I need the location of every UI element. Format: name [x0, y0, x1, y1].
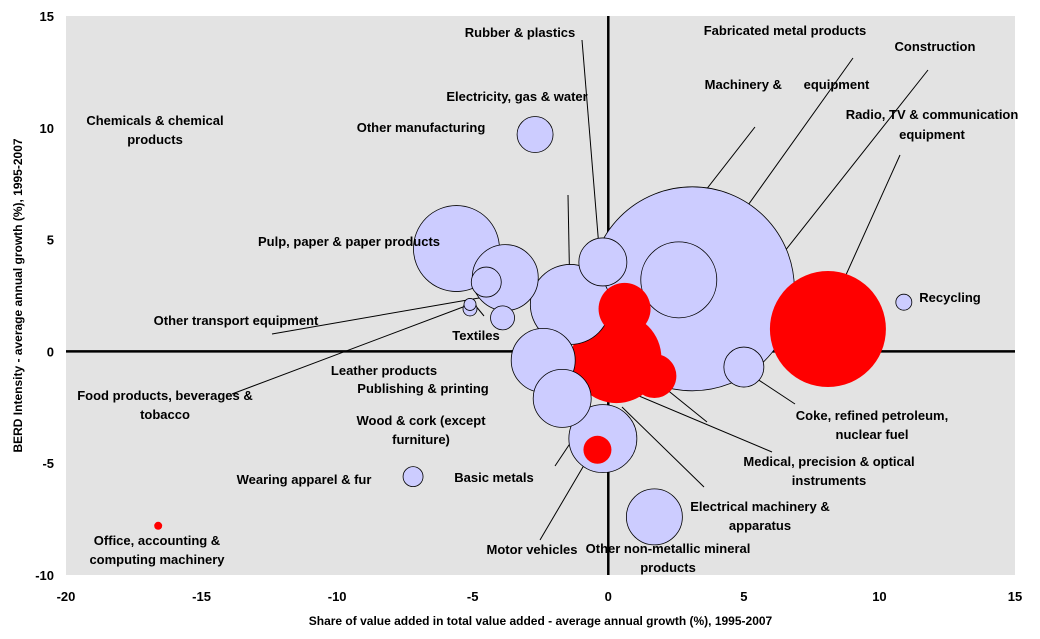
bubble-label: Rubber & plastics — [465, 25, 576, 40]
x-tick-label: -10 — [328, 589, 347, 604]
bubble-label-line: Rubber & plastics — [465, 25, 576, 40]
leader-line — [621, 406, 705, 488]
y-tick-label: 15 — [40, 9, 54, 24]
bubble-point: Rubber & plastics — [578, 237, 628, 287]
bubble-label: Pulp, paper & paper products — [258, 234, 440, 249]
bubble-point: Publishing & printing — [598, 282, 651, 335]
bubble-label: Construction — [895, 39, 976, 54]
bubble-label-line: Other non-metallic mineral — [586, 541, 751, 556]
bubble-label-line: Office, accounting & — [94, 533, 220, 548]
bubble-label-line: Chemicals & chemical — [86, 113, 223, 128]
bubble-label-line: Electrical machinery & — [690, 499, 829, 514]
bubble-label-line: products — [640, 560, 696, 575]
bubble-point: Machinery & equipment — [640, 241, 718, 319]
bubble-label-line: computing machinery — [89, 552, 225, 567]
bubble-point: Radio, TV & communication equipment — [769, 271, 886, 388]
bubble-label-line: Coke, refined petroleum, — [796, 408, 948, 423]
bubble-label-line: Construction — [895, 39, 976, 54]
bubble-label-line: Motor vehicles — [486, 542, 577, 557]
bubble-point: Electrical machinery & apparatus — [632, 353, 677, 398]
x-tick-label: 5 — [740, 589, 747, 604]
bubble-label-line: products — [127, 132, 183, 147]
bubble-label: Office, accounting & computing machinery — [89, 533, 225, 567]
y-tick-label: 10 — [40, 121, 54, 136]
bubble-label-line: nuclear fuel — [836, 427, 909, 442]
bubble-label: Wood & cork (except furniture) — [356, 413, 486, 447]
y-axis-title: BERD Intensity - average annual growth (… — [11, 138, 25, 452]
bubble-label-line: Other transport equipment — [154, 313, 319, 328]
bubbles-group: Fabricated metal productsRadio, TV & com… — [154, 116, 913, 546]
x-tick-label: 15 — [1008, 589, 1022, 604]
x-tick-label: 0 — [605, 589, 612, 604]
bubble-label-line: equipment — [899, 127, 965, 142]
bubble-label-line: Radio, TV & communication — [846, 107, 1019, 122]
bubble-label-line: Pulp, paper & paper products — [258, 234, 440, 249]
bubble-point: Electricity, gas & water — [470, 266, 502, 298]
x-tick-label: -15 — [192, 589, 211, 604]
bubble-label: Publishing & printing — [357, 381, 488, 396]
bubble-label: Recycling — [919, 290, 980, 305]
bubble-label-line: tobacco — [140, 407, 190, 422]
bubble-label-line: Electricity, gas & water — [446, 89, 587, 104]
bubble-point: Medical, precision & optical instruments — [583, 435, 612, 464]
bubble-point: Other transport equipment — [463, 298, 477, 311]
y-tick-label: 5 — [47, 233, 54, 248]
bubble-point: Chemicals & chemical products — [490, 305, 515, 331]
y-tick-label: -10 — [35, 568, 54, 583]
bubble-label-line: instruments — [792, 473, 866, 488]
bubble-label: Radio, TV & communication equipment — [846, 107, 1019, 142]
bubble-label: Motor vehicles — [486, 542, 577, 557]
bubble-label-line: Other manufacturing — [357, 120, 486, 135]
leader-line — [539, 454, 591, 541]
bubble-point: Coke, refined petroleum, nuclear fuel — [723, 346, 765, 388]
bubble-labels-group: Rubber & plastics Fabricated metal produc… — [77, 23, 1018, 575]
bubble-label-line: Textiles — [452, 328, 499, 343]
bubble-label-line: Food products, beverages & — [77, 388, 253, 403]
bubble-point: Recycling — [895, 293, 913, 311]
bubble-point: Basic metals — [532, 368, 592, 428]
bubble-point: Other manufacturing — [516, 116, 554, 153]
bubble-label-line: Basic metals — [454, 470, 534, 485]
bubble-label: Textiles — [452, 328, 499, 343]
bubble-label-line: Publishing & printing — [357, 381, 488, 396]
bubble-label: Other manufacturing — [357, 120, 486, 135]
bubble-label: Fabricated metal products — [704, 23, 867, 38]
bubble-label-line: Machinery & equipment — [705, 77, 870, 92]
bubble-point: Wearing apparel & fur — [402, 466, 424, 488]
bubble-label: Leather products — [331, 363, 437, 378]
bubble-label: Basic metals — [454, 470, 534, 485]
bubble-label: Electrical machinery & apparatus — [690, 499, 829, 533]
bubble-label: Wearing apparel & fur — [237, 472, 372, 487]
tick-labels-group: -20 -15 -10 -5 0 5 10 15 -10 -5 0 5 10 15 — [35, 9, 1022, 604]
bubble-label-line: Medical, precision & optical — [743, 454, 914, 469]
bubble-point: Office, accounting & computing machinery — [154, 521, 163, 530]
bubble-label: Electricity, gas & water — [446, 89, 587, 104]
bubble-label: Medical, precision & optical instruments — [743, 454, 914, 488]
bubble-label-line: furniture) — [392, 432, 450, 447]
leader-line — [581, 39, 602, 273]
bubble-label-line: apparatus — [729, 518, 791, 533]
x-tick-label: 10 — [872, 589, 886, 604]
bubble-label: Other transport equipment — [154, 313, 319, 328]
leader-line — [271, 293, 503, 335]
bubble-point: Other non-metallic mineral products — [625, 488, 683, 546]
y-tick-label: 0 — [47, 344, 54, 359]
bubble-label-line: Leather products — [331, 363, 437, 378]
bubble-label: Coke, refined petroleum, nuclear fuel — [796, 408, 948, 442]
bubble-label-line: Wood & cork (except — [356, 413, 486, 428]
bubble-label-line: Recycling — [919, 290, 980, 305]
x-tick-label: -20 — [57, 589, 76, 604]
bubble-label: Chemicals & chemical products — [86, 113, 223, 147]
x-tick-label: -5 — [467, 589, 479, 604]
bubble-label-line: Fabricated metal products — [704, 23, 867, 38]
x-axis-title: Share of value added in total value adde… — [309, 614, 773, 628]
bubble-label: Machinery & equipment — [705, 77, 870, 92]
bubble-label: Other non-metallic mineral products — [586, 541, 751, 575]
bubble-label: Food products, beverages & tobacco — [77, 388, 253, 422]
bubble-label-line: Wearing apparel & fur — [237, 472, 372, 487]
leader-line — [231, 303, 472, 395]
y-tick-label: -5 — [42, 456, 54, 471]
